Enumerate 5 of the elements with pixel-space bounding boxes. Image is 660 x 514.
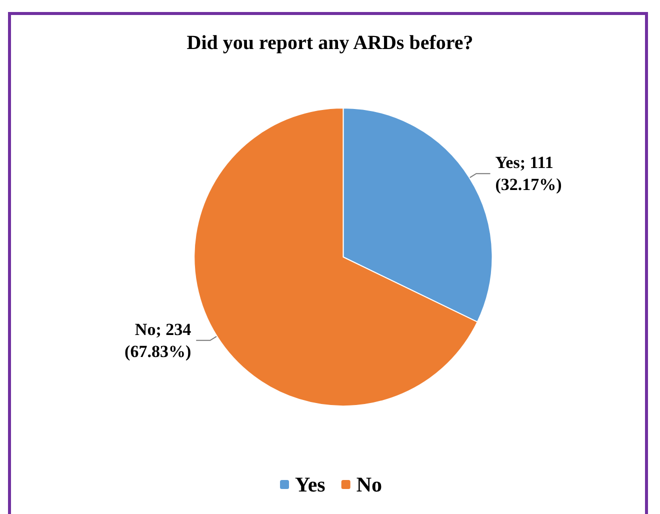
data-label: No; 234 (67.83%) [124,320,192,361]
chart-title: Did you report any ARDs before? [186,32,474,54]
data-label: Yes; 111 (32.17%) [495,153,562,194]
legend-label: No [356,472,382,496]
legend-label: Yes [295,472,326,496]
